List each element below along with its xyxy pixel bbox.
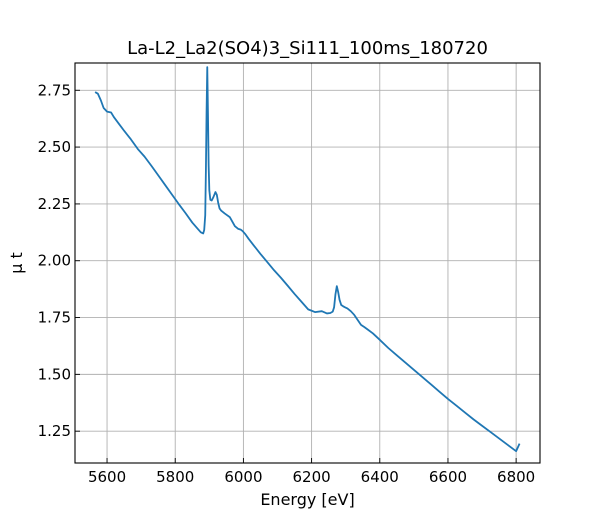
x-tick-label: 5800 (156, 468, 194, 486)
axis-ticks: 5600 5800 6000 6200 6400 6600 6800 1.25 1.50 1.75… (38, 81, 536, 486)
chart-title: La-L2_La2(SO4)3_Si111_100ms_180720 (127, 38, 488, 59)
y-axis-label: μ t (7, 252, 26, 274)
spectrum-line (94, 66, 521, 453)
y-tick-label: 2.25 (38, 195, 71, 213)
x-tick-label: 6400 (361, 468, 399, 486)
x-tick-label: 6600 (429, 468, 467, 486)
y-tick-label: 1.25 (38, 422, 71, 440)
x-tick-label: 5600 (88, 468, 126, 486)
x-axis-label: Energy [eV] (260, 490, 354, 509)
y-tick-label: 2.00 (38, 252, 71, 270)
gridlines (75, 63, 540, 463)
plot-frame (74, 62, 541, 464)
x-tick-label: 6200 (292, 468, 330, 486)
y-tick-label: 2.50 (38, 138, 71, 156)
y-tick-label: 1.50 (38, 365, 71, 383)
y-tick-label: 2.75 (38, 81, 71, 99)
x-tick-label: 6000 (224, 468, 262, 486)
x-tick-label: 6800 (497, 468, 535, 486)
series-layer (94, 66, 521, 453)
y-tick-label: 1.75 (38, 309, 71, 327)
